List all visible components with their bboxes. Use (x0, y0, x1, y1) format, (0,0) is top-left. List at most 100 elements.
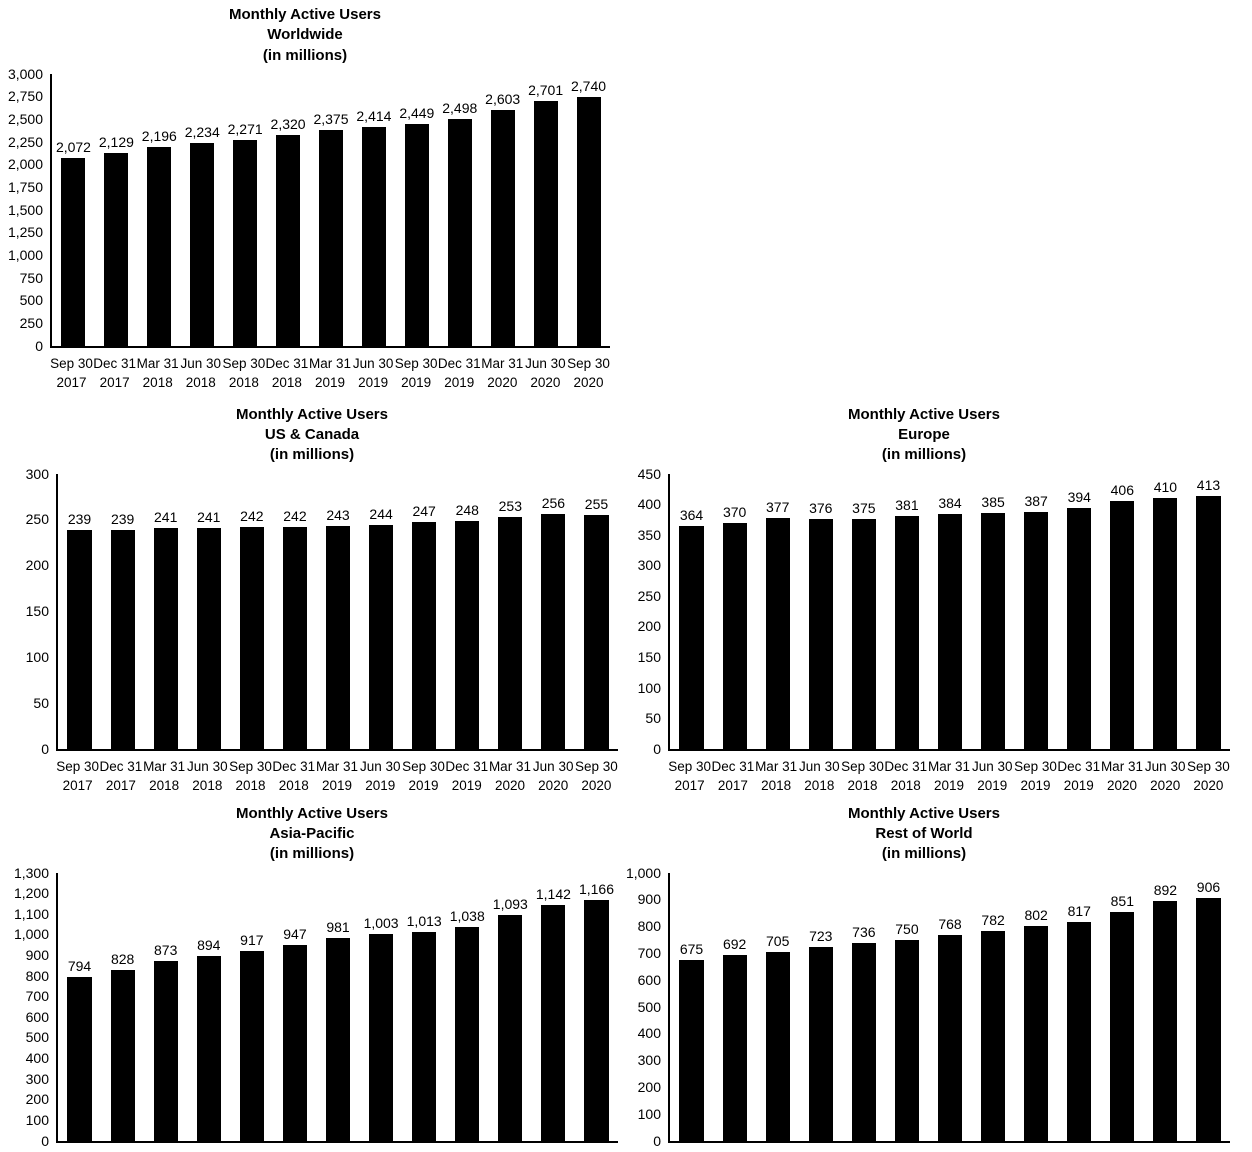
bar (765, 951, 790, 1141)
chart-title-line: (in millions) (269, 845, 355, 863)
bar-value-label: 736 (852, 924, 876, 941)
bar-value-label: 377 (766, 499, 790, 516)
bar (147, 146, 172, 346)
bar-value-label: 2,196 (141, 127, 177, 144)
plot-area: 2,072 2,129 2,196 2,234 2,271 2,320 2,375 2,414… (50, 73, 610, 348)
y-tick-label: 3,000 (7, 65, 43, 82)
y-tick-label: 100 (637, 1105, 661, 1122)
bar-value-label: 692 (722, 936, 747, 953)
bar (1153, 901, 1178, 1141)
chart-title-line: Monthly Active Users (848, 804, 1000, 822)
bar (412, 931, 437, 1141)
bar-slot: 1,142 (532, 873, 575, 1141)
x-tick-line: Jun 30 (359, 1149, 402, 1152)
bar-slot: 385 (972, 474, 1015, 749)
bar-slot: 413 (1187, 474, 1230, 749)
y-tick-label: 1,100 (13, 905, 49, 922)
x-tick-line: 2019 (977, 778, 1008, 794)
chart-us-canada: Monthly Active Users US & Canada (in milli… (6, 405, 618, 796)
x-tick-label: Jun 30 2020 (524, 354, 567, 393)
y-tick-label: 2,000 (7, 156, 43, 173)
x-tick-line: Mar 31 (308, 355, 352, 371)
y-tick-label: 600 (25, 1008, 49, 1025)
x-tick-line: Mar 31 (755, 758, 798, 774)
y-tick-label: 200 (637, 1078, 661, 1095)
bar-slot: 750 (885, 873, 928, 1141)
bar (1067, 507, 1092, 749)
x-tick-line: Jun 30 (187, 758, 228, 774)
bar-value-label: 1,166 (578, 881, 614, 898)
bar-slot: 1,013 (403, 873, 446, 1141)
x-tick-line: Dec 31 (711, 1149, 754, 1152)
chart-rest-of-world: Monthly Active Users Rest of World (in mil… (618, 804, 1230, 1152)
chart-title: Monthly Active Users Worldwide (in million… (0, 5, 610, 66)
x-tick-line: Jun 30 (798, 1149, 841, 1152)
y-tick-label: 150 (637, 648, 661, 665)
y-tick-label: 250 (25, 511, 49, 528)
x-tick-line: 2018 (142, 375, 173, 391)
plot-area: 239 239 241 241 242 242 243 244 247 248 253 256 255 (56, 473, 618, 751)
bar-value-label: 241 (197, 508, 221, 525)
plot-area: 364 370 377 376 375 381 384 385 387 394 406 410 413 (668, 473, 1230, 751)
x-tick-line: 2020 (1150, 778, 1181, 794)
bar-slot: 947 (273, 873, 316, 1141)
x-tick-line: Mar 31 (142, 1149, 185, 1152)
bar (239, 951, 264, 1141)
bar-value-label: 873 (154, 941, 178, 958)
x-tick-line: 2020 (1106, 778, 1137, 794)
bar-slot: 244 (360, 474, 403, 749)
bar-slot: 1,166 (575, 873, 618, 1141)
bar (369, 524, 394, 749)
x-tick-line: Jun 30 (1144, 1149, 1187, 1152)
bar (67, 976, 92, 1141)
plot-wrap: 364 370 377 376 375 381 384 385 387 394 406 410 413 S… (668, 473, 1230, 796)
y-tick-label: 400 (637, 1025, 661, 1042)
bar-slot: 2,740 (567, 74, 610, 346)
x-tick-line: 2018 (278, 778, 309, 794)
bar-slot: 248 (446, 474, 489, 749)
y-tick-label: 350 (637, 526, 661, 543)
y-tick-label: 0 (41, 1132, 49, 1149)
x-tick-line: Sep 30 (56, 1149, 99, 1152)
bar (894, 939, 919, 1141)
bar-slot: 241 (144, 474, 187, 749)
bar-slot: 2,072 (52, 74, 95, 346)
x-tick-line: Sep 30 (1187, 758, 1230, 774)
y-tick-label: 450 (637, 465, 661, 482)
bar (1024, 512, 1049, 749)
bar-slot: 2,701 (524, 74, 567, 346)
bar (318, 130, 343, 346)
y-tick-label: 2,500 (7, 111, 43, 128)
x-tick-line: 2019 (444, 375, 475, 391)
bar-value-label: 906 (1196, 878, 1221, 895)
y-tick-label: 400 (25, 1050, 49, 1067)
bar (498, 915, 523, 1141)
y-tick-label: 50 (33, 694, 49, 711)
bar-slot: 2,449 (395, 74, 438, 346)
bar-slot: 817 (1058, 873, 1101, 1141)
x-tick-line: Sep 30 (567, 355, 610, 371)
x-tick-label: Jun 30 2020 (1144, 757, 1187, 796)
y-axis: 450 400 350 300 250 200 150 100 50 0 (618, 466, 668, 757)
bar-slot: 406 (1101, 474, 1144, 749)
x-tick-line: Mar 31 (488, 1149, 531, 1152)
x-tick-line: Mar 31 (481, 355, 524, 371)
bar-value-label: 256 (541, 494, 566, 511)
bar-slot: 2,129 (95, 74, 138, 346)
bar (447, 119, 472, 346)
bar-slot: 394 (1058, 474, 1101, 749)
bar (282, 945, 307, 1141)
